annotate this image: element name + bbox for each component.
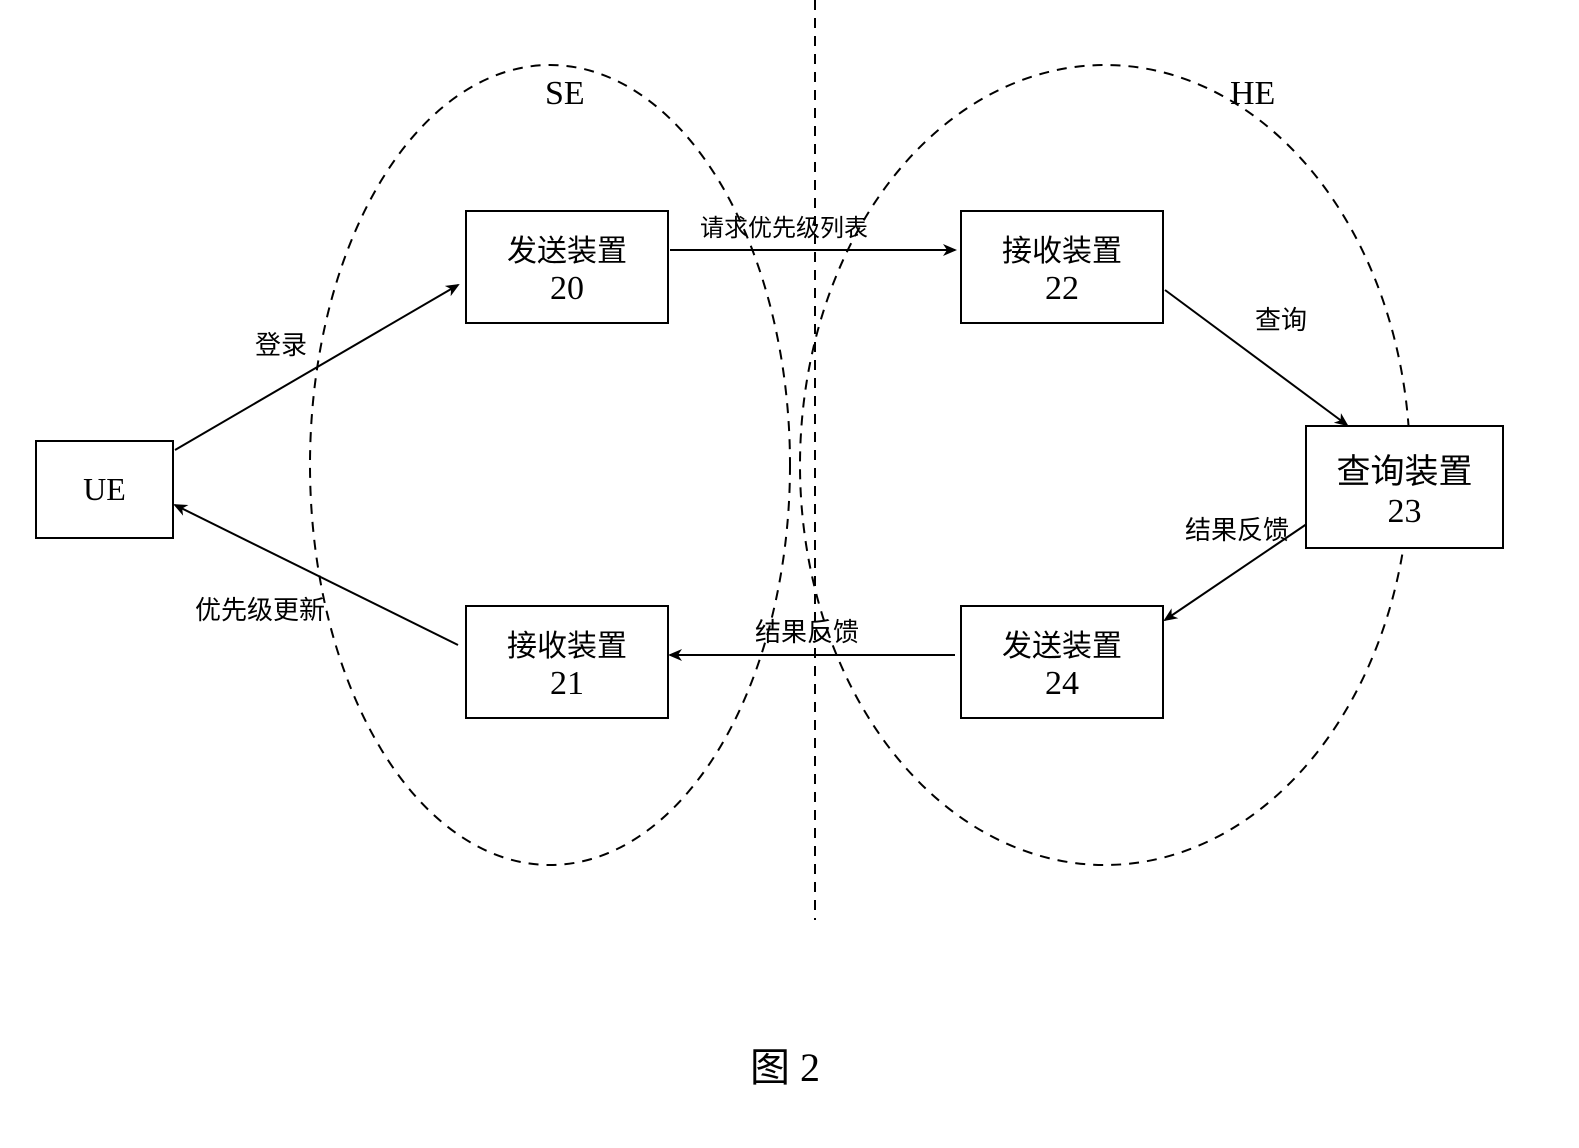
he-ellipse-label: HE	[1230, 75, 1275, 113]
edge-label-request-priority-list: 请求优先级列表	[700, 208, 868, 243]
se-recv-node: 接收装置 21	[465, 605, 669, 719]
edge-label-query: 查询	[1255, 300, 1307, 337]
he-query-num: 23	[1388, 493, 1422, 531]
he-recv-node: 接收装置 22	[960, 210, 1164, 324]
se-recv-title: 接收装置	[507, 621, 627, 665]
edge-label-result-feedback-mid: 结果反馈	[755, 612, 859, 649]
he-send-title: 发送装置	[1002, 621, 1122, 665]
svg-overlay	[0, 0, 1579, 1148]
figure-label: 图 2	[750, 1035, 820, 1093]
se-send-title: 发送装置	[507, 226, 627, 270]
he-recv-num: 22	[1045, 270, 1079, 308]
diagram-canvas: UE 发送装置 20 接收装置 21 接收装置 22 发送装置 24 查询装置 …	[0, 0, 1579, 1148]
ue-node: UE	[35, 440, 174, 539]
se-recv-num: 21	[550, 665, 584, 703]
he-query-title: 查询装置	[1337, 444, 1473, 493]
he-query-node: 查询装置 23	[1305, 425, 1504, 549]
edge-label-login: 登录	[255, 325, 307, 362]
he-send-num: 24	[1045, 665, 1079, 703]
edge-label-priority-update: 优先级更新	[195, 590, 325, 627]
se-send-node: 发送装置 20	[465, 210, 669, 324]
he-recv-title: 接收装置	[1002, 226, 1122, 270]
se-ellipse-label: SE	[545, 75, 585, 113]
he-send-node: 发送装置 24	[960, 605, 1164, 719]
se-send-num: 20	[550, 270, 584, 308]
ue-label: UE	[83, 471, 126, 508]
edge-label-result-feedback-right: 结果反馈	[1185, 510, 1289, 547]
